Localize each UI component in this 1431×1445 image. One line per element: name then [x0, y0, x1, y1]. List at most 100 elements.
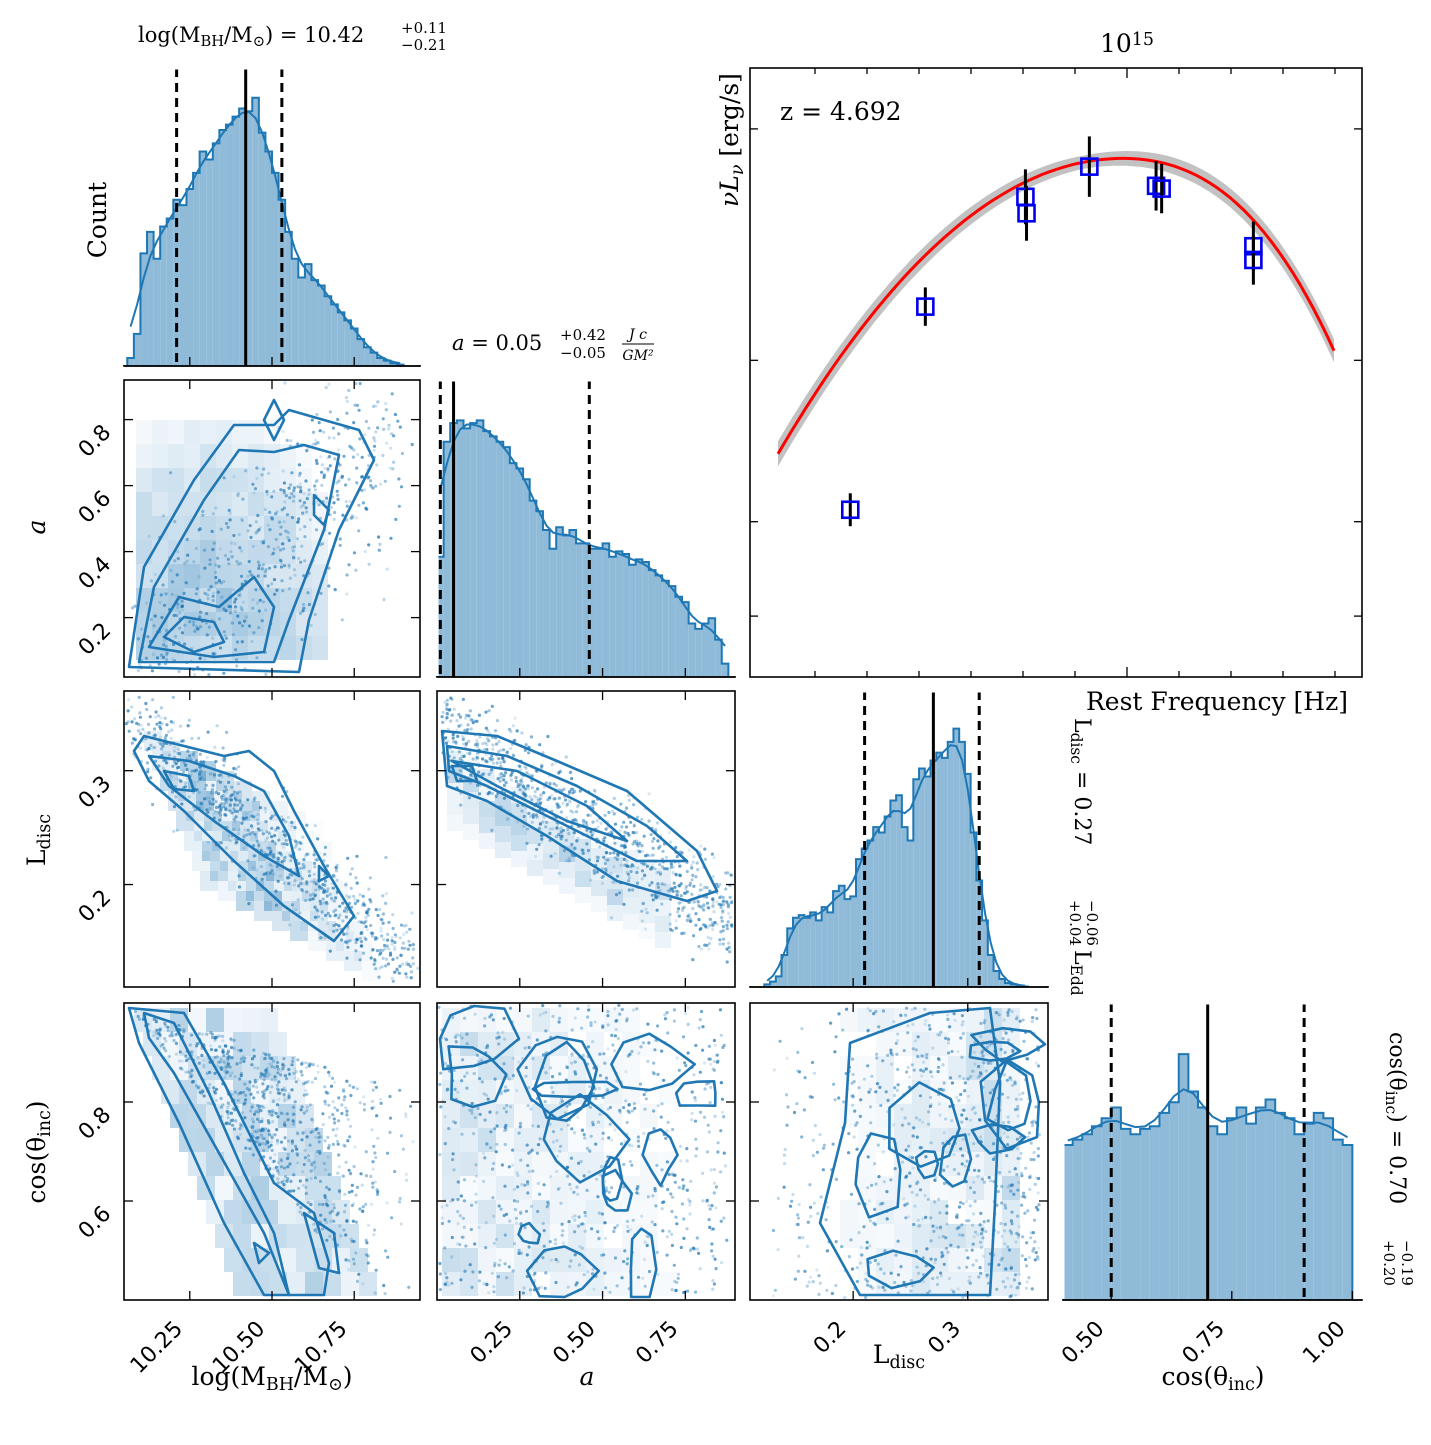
sample-point: [598, 1052, 602, 1056]
sample-point: [692, 855, 696, 859]
sample-point: [317, 421, 321, 425]
sample-point: [710, 1249, 714, 1253]
sample-point: [337, 916, 341, 920]
sample-point: [214, 506, 218, 510]
density-cell: [543, 853, 559, 869]
density-cell: [1002, 1224, 1020, 1248]
sample-point: [518, 783, 523, 787]
sample-point: [345, 910, 349, 914]
sample-point: [228, 1074, 232, 1078]
sample-point: [598, 1112, 602, 1116]
sample-point: [212, 541, 216, 545]
sample-point: [321, 542, 325, 546]
sample-point: [450, 713, 454, 717]
sample-point: [313, 894, 317, 898]
sample-point: [273, 592, 277, 596]
hist-ldisc-kde: [766, 744, 1026, 987]
sample-point: [566, 1285, 570, 1289]
sample-point: [607, 1190, 611, 1194]
sample-point: [658, 872, 663, 876]
sample-point: [632, 803, 636, 807]
sample-point: [242, 1102, 246, 1106]
density-cell: [858, 1224, 876, 1248]
sample-point: [445, 1276, 449, 1280]
sample-point: [643, 1240, 647, 1244]
sample-point: [206, 810, 210, 814]
sample-point: [208, 772, 212, 776]
sample-point: [712, 1059, 716, 1064]
sample-point: [933, 1261, 937, 1265]
sample-point: [147, 746, 151, 751]
density-cell: [354, 941, 372, 961]
sample-point: [256, 1140, 260, 1144]
hist-mbh-bar: [166, 218, 174, 366]
sample-point: [620, 825, 624, 829]
sample-point: [318, 1179, 323, 1183]
density-cell: [511, 803, 527, 819]
sample-point: [323, 1099, 327, 1103]
sample-point: [456, 1180, 460, 1184]
density-cell: [639, 923, 655, 939]
sample-point: [329, 1219, 333, 1223]
sample-point: [484, 1246, 488, 1250]
sample-point: [725, 923, 729, 927]
sample-point: [474, 1163, 478, 1167]
density-cell: [251, 1176, 269, 1200]
sample-point: [362, 921, 366, 925]
sample-point: [282, 1166, 287, 1170]
sample-point: [497, 1042, 501, 1046]
sample-point: [661, 849, 665, 853]
density-cell: [575, 871, 591, 887]
density-cell: [460, 1248, 478, 1272]
sample-point: [694, 875, 698, 879]
sample-point: [291, 1059, 295, 1063]
sample-point: [161, 583, 165, 587]
sample-point: [293, 1067, 297, 1071]
hist-mbh-bar: [133, 333, 141, 366]
sample-point: [318, 1134, 322, 1138]
sample-point: [331, 886, 335, 890]
sample-point: [256, 1090, 260, 1094]
sample-point: [525, 841, 529, 846]
sample-point: [315, 858, 319, 862]
sample-point: [593, 790, 597, 794]
density-cell: [216, 612, 232, 636]
sample-point: [230, 555, 234, 559]
sample-point: [729, 901, 734, 905]
sample-point: [172, 749, 176, 753]
sample-point: [306, 591, 310, 595]
density-cell: [264, 492, 280, 516]
sample-point: [264, 1142, 268, 1146]
density-cell: [242, 1104, 260, 1128]
sample-point: [372, 448, 376, 452]
sample-point: [182, 591, 186, 596]
sample-point: [369, 1080, 374, 1084]
sample-point: [218, 780, 223, 784]
sample-point: [625, 1120, 629, 1125]
sample-point: [314, 1135, 318, 1139]
sample-point: [876, 1143, 880, 1147]
sample-point: [583, 1229, 587, 1233]
sample-point: [312, 1168, 316, 1172]
density-cell: [168, 564, 184, 588]
sample-point: [711, 1287, 715, 1291]
sample-point: [518, 1121, 523, 1126]
sample-point: [860, 1253, 864, 1257]
sample-point: [522, 814, 526, 819]
sample-point: [465, 1032, 469, 1036]
sample-point: [238, 799, 242, 803]
sample-point: [333, 914, 337, 918]
sample-point: [456, 734, 460, 739]
sample-point: [377, 548, 381, 552]
hist-a-bar: [622, 554, 630, 677]
sample-point: [612, 812, 616, 816]
sample-point: [228, 804, 232, 808]
sample-point: [263, 570, 267, 574]
density-cell: [604, 1248, 622, 1272]
sample-point: [250, 1126, 254, 1130]
sample-point: [270, 1108, 274, 1113]
density-cell: [220, 851, 238, 871]
sample-point: [155, 722, 159, 726]
sample-point: [359, 940, 364, 944]
sample-point: [492, 1290, 496, 1294]
